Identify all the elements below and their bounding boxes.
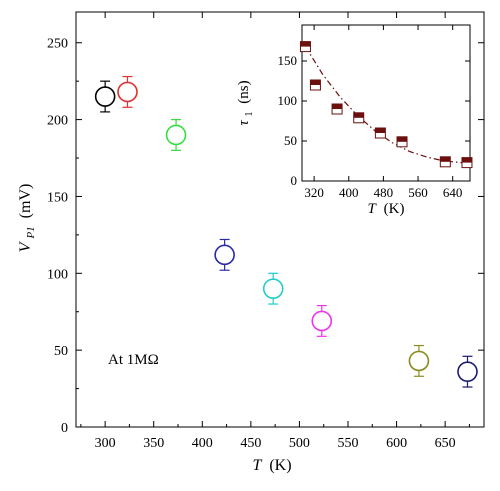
- circle-marker: [408, 350, 430, 372]
- annotation-text: At 1MΩ: [108, 352, 159, 368]
- inset-plot-frame: [301, 24, 471, 182]
- main-x-tick-label: 650: [435, 436, 456, 451]
- main-y-tick-label: 100: [47, 267, 68, 282]
- inset-y-tick-label: 50: [284, 133, 297, 148]
- inset-x-axis-label: T (K): [368, 201, 405, 217]
- main-x-axis-label-var: T: [252, 457, 262, 474]
- inset-data-point: [439, 156, 451, 168]
- inset-x-tick-label: 400: [339, 185, 359, 200]
- inset-x-axis-label-var: T: [368, 201, 378, 217]
- circle-marker: [117, 81, 138, 103]
- square-marker-fill: [353, 112, 364, 118]
- square-marker-fill: [300, 41, 311, 47]
- circle-marker: [214, 244, 235, 266]
- main-x-axis-label: T (K): [252, 457, 291, 474]
- inset-y-axis-label: τ 1 (ns): [236, 80, 256, 125]
- main-data-point: [165, 118, 187, 151]
- square-marker-fill: [332, 104, 343, 109]
- main-y-axis-label-sub: P1: [25, 226, 37, 239]
- main-x-axis-label-unit: (K): [269, 457, 291, 474]
- main-y-axis-label-var: V: [17, 240, 34, 252]
- main-data-point: [94, 80, 116, 113]
- main-data-point: [457, 355, 478, 388]
- square-marker-fill: [375, 128, 386, 133]
- main-x-tick-label: 350: [143, 436, 164, 451]
- main-x-tick-label: 300: [95, 436, 116, 451]
- square-marker-fill: [310, 80, 321, 85]
- main-y-tick-label: 50: [54, 344, 68, 359]
- main-y-tick-label: 150: [47, 190, 68, 205]
- main-x-tick-label: 600: [386, 436, 407, 451]
- inset-x-axis-label-unit: (K): [384, 201, 405, 217]
- inset-y-axis-label-sub: 1: [244, 111, 255, 116]
- main-y-tick-label: 250: [47, 37, 68, 52]
- inset-data-point: [299, 41, 311, 53]
- inset-x-tick-label: 320: [304, 185, 324, 200]
- main-data-point: [311, 304, 333, 337]
- main-y-axis-label-unit: (mV): [17, 184, 34, 219]
- main-plot-frame: [75, 11, 485, 428]
- main-y-tick-label: 0: [61, 421, 68, 436]
- inset-data-point: [353, 112, 365, 124]
- inset-data-point: [396, 136, 408, 148]
- main-x-tick-label: 450: [240, 436, 261, 451]
- main-y-axis-label: V P1 (mV): [17, 184, 38, 253]
- inset-x-tick-label: 640: [443, 185, 463, 200]
- inset-data-point: [309, 79, 321, 91]
- square-marker-fill: [461, 157, 472, 163]
- inset-data-points: [299, 41, 473, 169]
- main-data-point: [408, 344, 430, 377]
- square-marker-fill: [397, 136, 408, 142]
- circle-marker: [457, 361, 478, 382]
- inset-axis-ticks: 320 400 480 560 640 0 50 100 150: [278, 25, 470, 200]
- inset-y-tick-label: 0: [291, 173, 298, 188]
- inset-y-tick-label: 150: [278, 53, 298, 68]
- inset-y-axis-label-unit: (ns): [236, 80, 252, 103]
- circle-marker: [165, 124, 187, 146]
- main-y-tick-label: 200: [47, 114, 68, 129]
- circle-marker: [262, 278, 284, 299]
- main-x-tick-label: 400: [192, 436, 213, 451]
- inset-data-point: [461, 157, 473, 169]
- main-data-point: [214, 238, 235, 271]
- inset-data-point: [331, 103, 343, 115]
- circle-marker: [311, 310, 333, 332]
- inset-y-axis-label-var: τ: [236, 120, 252, 126]
- main-data-point: [117, 75, 138, 108]
- square-marker-fill: [440, 156, 451, 162]
- main-data-points: [94, 75, 478, 388]
- inset-x-tick-label: 480: [374, 185, 394, 200]
- main-x-tick-label: 550: [338, 436, 359, 451]
- inset-x-tick-label: 560: [408, 185, 428, 200]
- circle-marker: [94, 86, 116, 107]
- main-data-point: [262, 272, 284, 305]
- inset-data-point: [374, 127, 386, 139]
- inset-y-tick-label: 100: [278, 93, 298, 108]
- main-x-tick-label: 500: [289, 436, 310, 451]
